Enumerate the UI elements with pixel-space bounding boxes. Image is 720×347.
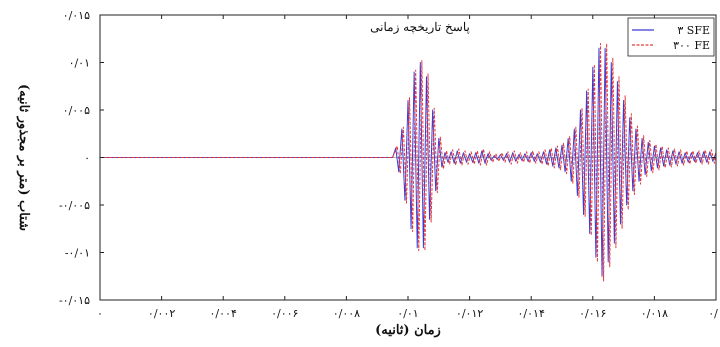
series-line: [100, 43, 717, 282]
x-tick-label: ۰/۰۱۸: [641, 307, 668, 320]
y-tick-label: -۰/۰۱: [65, 247, 90, 260]
x-tick-label: ۰/۰۰۲: [148, 307, 175, 320]
y-tick-label: -۰/۰۱۵: [59, 294, 90, 307]
y-tick-label: ۰: [84, 152, 90, 165]
x-tick-label: ۰/۰۰۶: [271, 307, 298, 320]
legend: ۳ SFE ۳۰۰ FE: [627, 17, 715, 57]
y-tick-label: -۰/۰۰۵: [59, 199, 90, 212]
x-tick-label: ۰/۰: [708, 307, 720, 320]
y-tick-label: ۰/۰۱۵: [63, 9, 90, 22]
x-tick-label: ۰/۰۰۸: [333, 307, 360, 320]
y-tick-label: ۰/۰۰۵: [63, 104, 90, 117]
series-line: [100, 47, 717, 277]
x-tick-label: ۰/۰۰۴: [210, 307, 237, 320]
legend-box: [627, 17, 715, 57]
x-tick-label: ۰/۰۱: [397, 307, 418, 320]
y-tick-label: ۰/۰۱: [69, 57, 90, 70]
chart-title: پاسخ تاریخچه زمانی: [370, 20, 470, 34]
ticks-layer: ۰ ۰/۰۰۲ ۰/۰۰۴ ۰/۰۰۶ ۰/۰۰۸ ۰/۰۱ ۰/۰۱۲ ۰/۰۱۴ ۰/۰۱۶…: [59, 9, 720, 320]
legend-label: ۳۰۰ FE: [673, 39, 710, 52]
x-tick-label: ۰: [97, 307, 103, 320]
x-axis-label: زمان (ثانیه): [375, 323, 441, 338]
y-axis-label: شتاب (متر بر مجذور ثانیه): [16, 84, 31, 231]
x-tick-label: ۰/۰۱۴: [518, 307, 545, 320]
x-tick-label: ۰/۰۱۲: [456, 307, 483, 320]
x-tick-label: ۰/۰۱۶: [579, 307, 606, 320]
legend-label: ۳ SFE: [677, 24, 710, 37]
series-layer: [100, 43, 717, 282]
